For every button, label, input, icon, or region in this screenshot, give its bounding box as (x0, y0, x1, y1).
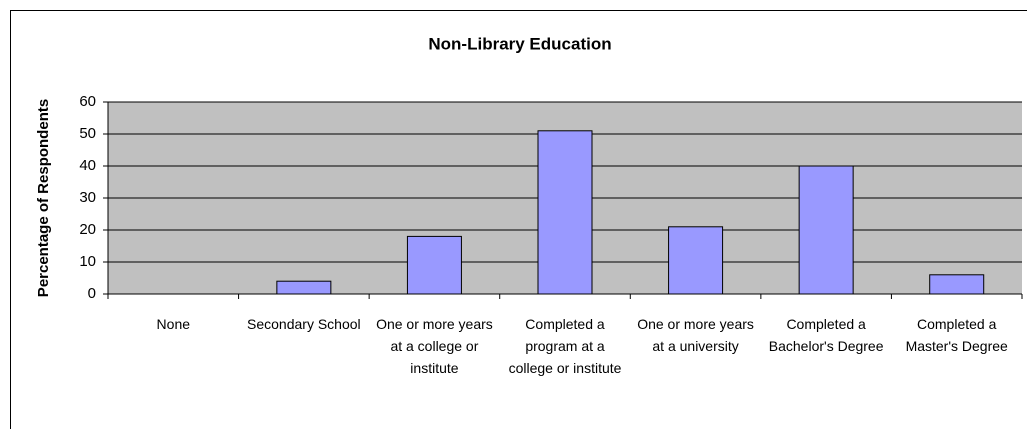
x-tick-label: One or more years at a college or instit… (376, 316, 493, 376)
x-tick-label: One or more years at a university (637, 316, 754, 354)
bar (537, 130, 593, 295)
bar (929, 274, 985, 295)
y-tick-label: 40 (79, 157, 96, 174)
x-tick-label: Secondary School (247, 316, 361, 332)
x-tick-label: Completed a Bachelor's Degree (768, 316, 884, 354)
y-tick-label: 20 (79, 221, 96, 238)
chart-title: Non-Library Education (428, 34, 611, 53)
bar (668, 226, 724, 295)
y-tick-label: 50 (79, 125, 96, 142)
bar (798, 165, 854, 295)
y-tick-label: 30 (79, 189, 96, 206)
x-tick-label: Completed a Master's Degree (905, 316, 1008, 354)
bar (406, 235, 462, 295)
x-tick-label: Completed a program at a college or inst… (508, 316, 622, 376)
y-tick-label: 0 (88, 285, 96, 302)
x-tick-label: None (156, 316, 191, 332)
y-tick-label: 10 (79, 253, 96, 270)
bar (276, 280, 332, 295)
y-tick-label: 60 (79, 93, 96, 110)
y-axis-label: Percentage of Respondents (35, 99, 52, 297)
